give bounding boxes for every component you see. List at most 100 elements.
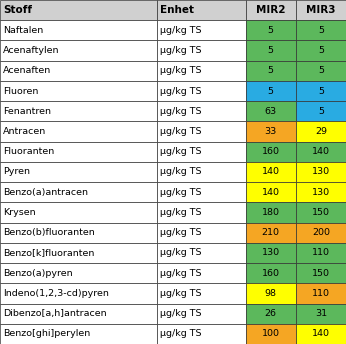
Text: 110: 110 xyxy=(312,289,330,298)
Text: Antracen: Antracen xyxy=(3,127,46,136)
Text: 26: 26 xyxy=(265,309,277,318)
Bar xyxy=(0,20,157,41)
Bar xyxy=(157,142,246,162)
Text: 100: 100 xyxy=(262,330,280,338)
Bar xyxy=(296,162,346,182)
Bar xyxy=(296,121,346,142)
Bar xyxy=(246,202,296,223)
Text: 210: 210 xyxy=(262,228,280,237)
Bar xyxy=(0,101,157,121)
Text: Krysen: Krysen xyxy=(3,208,35,217)
Bar xyxy=(296,202,346,223)
Text: Acenaftylen: Acenaftylen xyxy=(3,46,59,55)
Bar xyxy=(296,142,346,162)
Bar xyxy=(0,223,157,243)
Text: 130: 130 xyxy=(262,248,280,257)
Bar xyxy=(0,142,157,162)
Text: 160: 160 xyxy=(262,269,280,278)
Text: 110: 110 xyxy=(312,248,330,257)
Text: μg/kg TS: μg/kg TS xyxy=(160,46,202,55)
Text: Fluoren: Fluoren xyxy=(3,87,38,96)
Text: Benzo(a)pyren: Benzo(a)pyren xyxy=(3,269,72,278)
Text: 5: 5 xyxy=(318,107,324,116)
Bar xyxy=(0,263,157,283)
Bar xyxy=(0,121,157,142)
Bar xyxy=(246,283,296,303)
Bar xyxy=(0,202,157,223)
Bar xyxy=(296,303,346,324)
Bar xyxy=(296,324,346,344)
Bar xyxy=(0,41,157,61)
Bar xyxy=(296,81,346,101)
Bar xyxy=(157,61,246,81)
Bar xyxy=(296,243,346,263)
Bar xyxy=(157,324,246,344)
Text: 33: 33 xyxy=(265,127,277,136)
Bar xyxy=(296,41,346,61)
Bar xyxy=(246,182,296,202)
Text: 29: 29 xyxy=(315,127,327,136)
Text: μg/kg TS: μg/kg TS xyxy=(160,330,202,338)
Text: 140: 140 xyxy=(312,147,330,156)
Bar xyxy=(296,0,346,20)
Bar xyxy=(157,101,246,121)
Text: μg/kg TS: μg/kg TS xyxy=(160,107,202,116)
Text: μg/kg TS: μg/kg TS xyxy=(160,228,202,237)
Text: μg/kg TS: μg/kg TS xyxy=(160,168,202,176)
Bar xyxy=(0,81,157,101)
Bar xyxy=(296,101,346,121)
Text: 5: 5 xyxy=(318,66,324,75)
Bar xyxy=(246,61,296,81)
Text: 160: 160 xyxy=(262,147,280,156)
Bar xyxy=(0,0,157,20)
Text: MIR3: MIR3 xyxy=(306,5,336,15)
Bar xyxy=(296,223,346,243)
Text: Pyren: Pyren xyxy=(3,168,30,176)
Bar xyxy=(157,202,246,223)
Bar xyxy=(157,0,246,20)
Text: 130: 130 xyxy=(312,188,330,197)
Text: Enhet: Enhet xyxy=(160,5,194,15)
Bar xyxy=(296,263,346,283)
Bar xyxy=(246,0,296,20)
Text: 5: 5 xyxy=(268,26,274,35)
Text: μg/kg TS: μg/kg TS xyxy=(160,248,202,257)
Bar xyxy=(157,182,246,202)
Text: 150: 150 xyxy=(312,269,330,278)
Bar xyxy=(246,243,296,263)
Bar xyxy=(246,303,296,324)
Bar xyxy=(246,41,296,61)
Bar xyxy=(0,243,157,263)
Text: μg/kg TS: μg/kg TS xyxy=(160,269,202,278)
Bar xyxy=(157,303,246,324)
Bar xyxy=(157,263,246,283)
Bar xyxy=(246,162,296,182)
Text: 5: 5 xyxy=(318,26,324,35)
Text: Benzo(b)fluoranten: Benzo(b)fluoranten xyxy=(3,228,94,237)
Bar xyxy=(296,20,346,41)
Bar xyxy=(246,142,296,162)
Bar xyxy=(296,182,346,202)
Text: Indeno(1,2,3-cd)pyren: Indeno(1,2,3-cd)pyren xyxy=(3,289,109,298)
Text: 150: 150 xyxy=(312,208,330,217)
Text: μg/kg TS: μg/kg TS xyxy=(160,309,202,318)
Bar xyxy=(157,283,246,303)
Bar xyxy=(246,263,296,283)
Bar xyxy=(0,61,157,81)
Text: Benzo[k]fluoranten: Benzo[k]fluoranten xyxy=(3,248,94,257)
Text: 5: 5 xyxy=(318,46,324,55)
Text: μg/kg TS: μg/kg TS xyxy=(160,188,202,197)
Text: 5: 5 xyxy=(318,87,324,96)
Text: 5: 5 xyxy=(268,46,274,55)
Text: Acenaften: Acenaften xyxy=(3,66,51,75)
Bar xyxy=(157,243,246,263)
Text: 200: 200 xyxy=(312,228,330,237)
Text: Benzo[ghi]perylen: Benzo[ghi]perylen xyxy=(3,330,90,338)
Text: μg/kg TS: μg/kg TS xyxy=(160,208,202,217)
Bar xyxy=(246,223,296,243)
Text: μg/kg TS: μg/kg TS xyxy=(160,87,202,96)
Bar xyxy=(296,61,346,81)
Text: MIR2: MIR2 xyxy=(256,5,285,15)
Text: μg/kg TS: μg/kg TS xyxy=(160,147,202,156)
Bar xyxy=(246,81,296,101)
